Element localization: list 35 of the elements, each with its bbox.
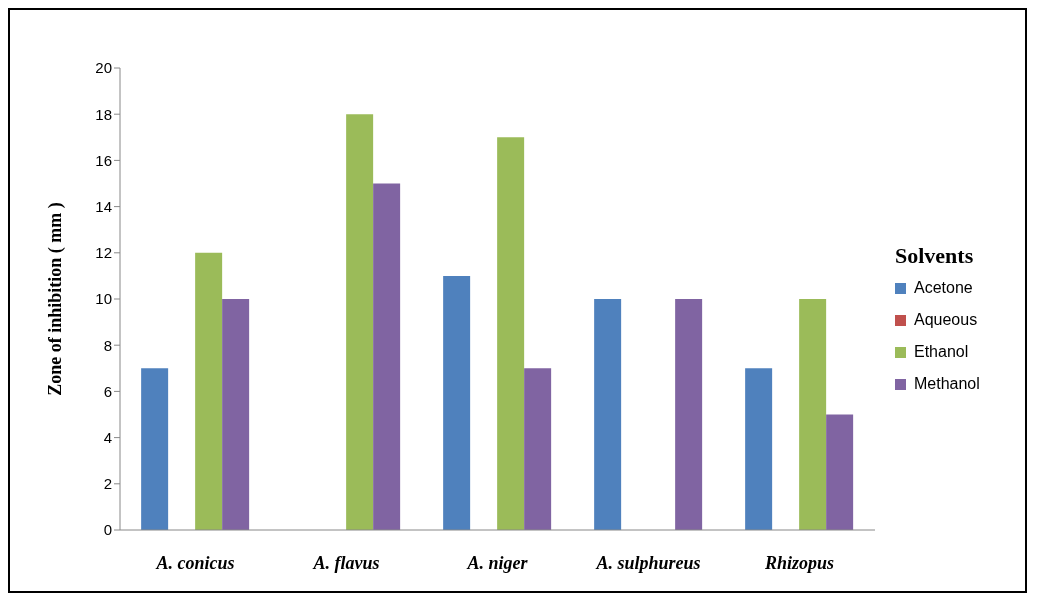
y-axis-title: Zone of inhibition ( mm ) [45, 202, 67, 396]
bar [222, 299, 250, 530]
y-tick-label: 14 [95, 197, 112, 215]
y-tick-label: 8 [103, 336, 112, 354]
bar [826, 414, 854, 530]
x-tick-label: A. conicus [155, 552, 235, 573]
legend-title: Solvents [895, 243, 975, 269]
y-tick-label: 2 [103, 475, 112, 493]
y-tick-label: 4 [103, 428, 112, 446]
x-tick-label: A. flavus [312, 552, 380, 573]
y-tick-label: 18 [95, 105, 112, 123]
bar [195, 252, 223, 530]
y-tick-label: 12 [95, 244, 112, 262]
y-tick-label: 16 [95, 151, 112, 169]
y-tick-label: 6 [103, 382, 112, 400]
legend-label: Aqueous [913, 311, 979, 329]
bar [346, 114, 374, 530]
legend-label: Methanol [913, 375, 981, 393]
bar [497, 137, 525, 530]
y-tick-label: 10 [95, 290, 112, 308]
y-tick-label: 0 [103, 521, 112, 539]
bar [675, 299, 703, 530]
legend-label: Acetone [913, 279, 974, 297]
bar [141, 368, 169, 530]
x-tick-label: A. niger [466, 552, 529, 573]
bar [524, 368, 552, 530]
x-tick-label: A. sulphureus [595, 552, 701, 573]
y-tick-label: 20 [95, 59, 112, 77]
bar [443, 275, 471, 530]
bar [745, 368, 773, 530]
x-tick-label: Rhizopus [763, 552, 835, 573]
bar [373, 183, 401, 530]
bar [594, 299, 622, 530]
bar [799, 299, 827, 530]
legend-label: Ethanol [913, 343, 970, 361]
